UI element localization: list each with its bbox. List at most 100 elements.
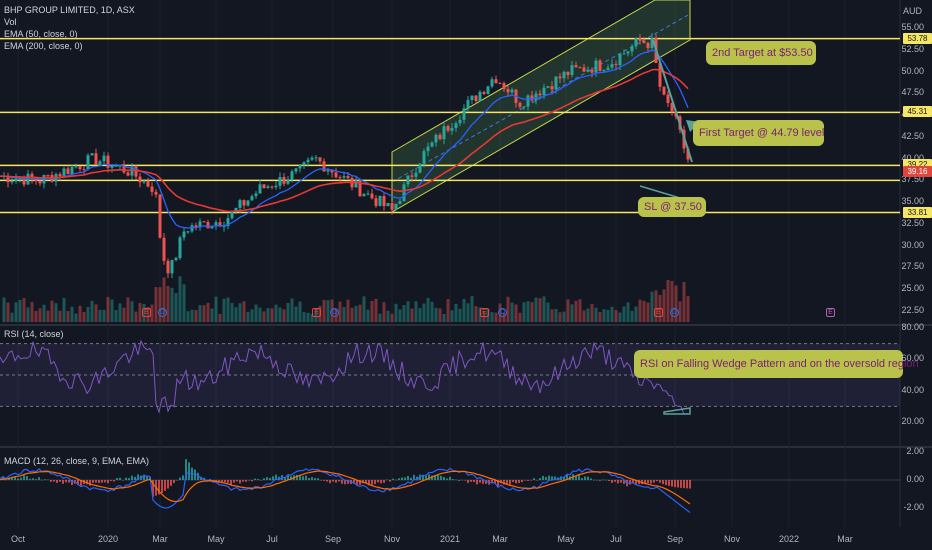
volume-bar [2, 297, 6, 322]
volume-bar [530, 302, 534, 322]
candle-body [286, 180, 290, 184]
main-legend: BHP GROUP LIMITED, 1D, ASX Vol EMA (50, … [4, 4, 135, 52]
macd-hist-bar [80, 480, 82, 486]
candle-body [446, 126, 450, 131]
event-marker[interactable]: E [654, 308, 663, 317]
price-tick-label: 32.50 [901, 217, 924, 228]
candle-body [70, 166, 74, 175]
volume-bar [582, 310, 586, 322]
macd-hist-bar [353, 480, 355, 484]
macd-hist-bar [137, 474, 139, 480]
macd-hist-bar [425, 475, 427, 480]
macd-hist-bar [275, 474, 277, 480]
candle-body [574, 65, 578, 68]
macd-hist-bar [278, 476, 280, 480]
volume-bar [266, 308, 270, 322]
event-marker[interactable]: D [498, 308, 507, 317]
volume-bar [22, 298, 26, 322]
macd-hist-bar [413, 474, 415, 480]
macd-hist-bar [302, 476, 304, 480]
candle-body [462, 108, 466, 120]
volume-bar [578, 299, 582, 322]
macd-hist-bar [536, 480, 538, 481]
macd-hist-bar [107, 480, 109, 484]
macd-hist-bar [122, 480, 124, 481]
rsi-tick-label: 60.00 [901, 353, 924, 364]
macd-hist-bar [17, 478, 19, 480]
volume-bar [426, 297, 430, 322]
volume-bar [18, 299, 22, 322]
volume-bar [458, 308, 462, 322]
macd-hist-bar [410, 477, 412, 480]
price-tick-label: 27.50 [901, 261, 924, 272]
event-marker[interactable]: E [826, 308, 835, 317]
volume-bar [178, 276, 182, 322]
volume-bar [198, 305, 202, 322]
macd-hist-bar [164, 480, 166, 491]
macd-hist-bar [35, 479, 37, 480]
macd-hist-bar [323, 480, 325, 481]
price-tag: 45.31 [903, 106, 932, 118]
macd-hist-bar [443, 477, 445, 480]
macd-hist-bar [530, 480, 532, 481]
macd-hist-bar [158, 480, 160, 495]
macd-hist-bar [518, 480, 520, 484]
macd-hist-bar [233, 480, 235, 483]
symbol-title[interactable]: BHP GROUP LIMITED, 1D, ASX [4, 5, 135, 15]
candle-body [178, 237, 182, 259]
candle-body [62, 168, 66, 177]
event-marker[interactable]: E [312, 308, 321, 317]
volume-bar [454, 303, 458, 322]
volume-bar [398, 309, 402, 322]
volume-bar [522, 302, 526, 322]
event-marker[interactable]: D [670, 308, 679, 317]
candle-body [430, 142, 434, 147]
volume-bar [678, 301, 682, 322]
candle-body [382, 195, 386, 207]
candle-body [18, 178, 22, 180]
candle-body [386, 202, 390, 207]
macd-hist-bar [581, 478, 583, 480]
event-marker[interactable]: E [142, 308, 151, 317]
candle-body [294, 168, 298, 172]
macd-hist-bar [56, 480, 58, 483]
candle-body [562, 71, 566, 79]
volume-bar [98, 309, 102, 322]
rsi-note[interactable]: RSI on Falling Wedge Pattern and on the … [634, 350, 919, 378]
stop-loss-note[interactable]: SL @ 37.50 [638, 197, 706, 217]
volume-bar [250, 309, 254, 322]
volume-bar [114, 310, 118, 322]
candle-body [114, 165, 118, 167]
candle-body [318, 157, 322, 162]
macd-hist-bar [470, 480, 472, 482]
time-tick-label: Mar [152, 534, 168, 544]
volume-bar [302, 312, 306, 322]
event-marker[interactable]: D [330, 308, 339, 317]
volume-bar [6, 302, 10, 322]
macd-hist-bar [398, 478, 400, 480]
candle-body [550, 86, 554, 90]
event-marker[interactable]: D [158, 308, 167, 317]
time-tick-label: Sep [324, 534, 342, 544]
volume-bar [50, 300, 54, 322]
first-target-note[interactable]: First Target @ 44.79 level [693, 120, 824, 146]
macd-tick-label: 0.00 [906, 474, 924, 484]
candle-body [266, 186, 270, 189]
volume-bar [258, 307, 262, 322]
candle-body [414, 172, 418, 177]
candle-body [242, 200, 246, 206]
event-marker[interactable]: E [480, 308, 489, 317]
second-target-note[interactable]: 2nd Target at $53.50 [706, 41, 816, 65]
macd-hist-bar [401, 477, 403, 480]
macd-hist-bar [392, 478, 394, 480]
macd-hist-bar [689, 480, 691, 489]
macd-hist-bar [647, 480, 649, 483]
volume-bar [294, 306, 298, 322]
volume-bar [46, 310, 50, 322]
macd-hist-bar [683, 480, 685, 489]
candle-body [222, 226, 226, 228]
volume-bar [286, 302, 290, 322]
volume-bar [510, 302, 514, 322]
candle-body [454, 123, 458, 129]
